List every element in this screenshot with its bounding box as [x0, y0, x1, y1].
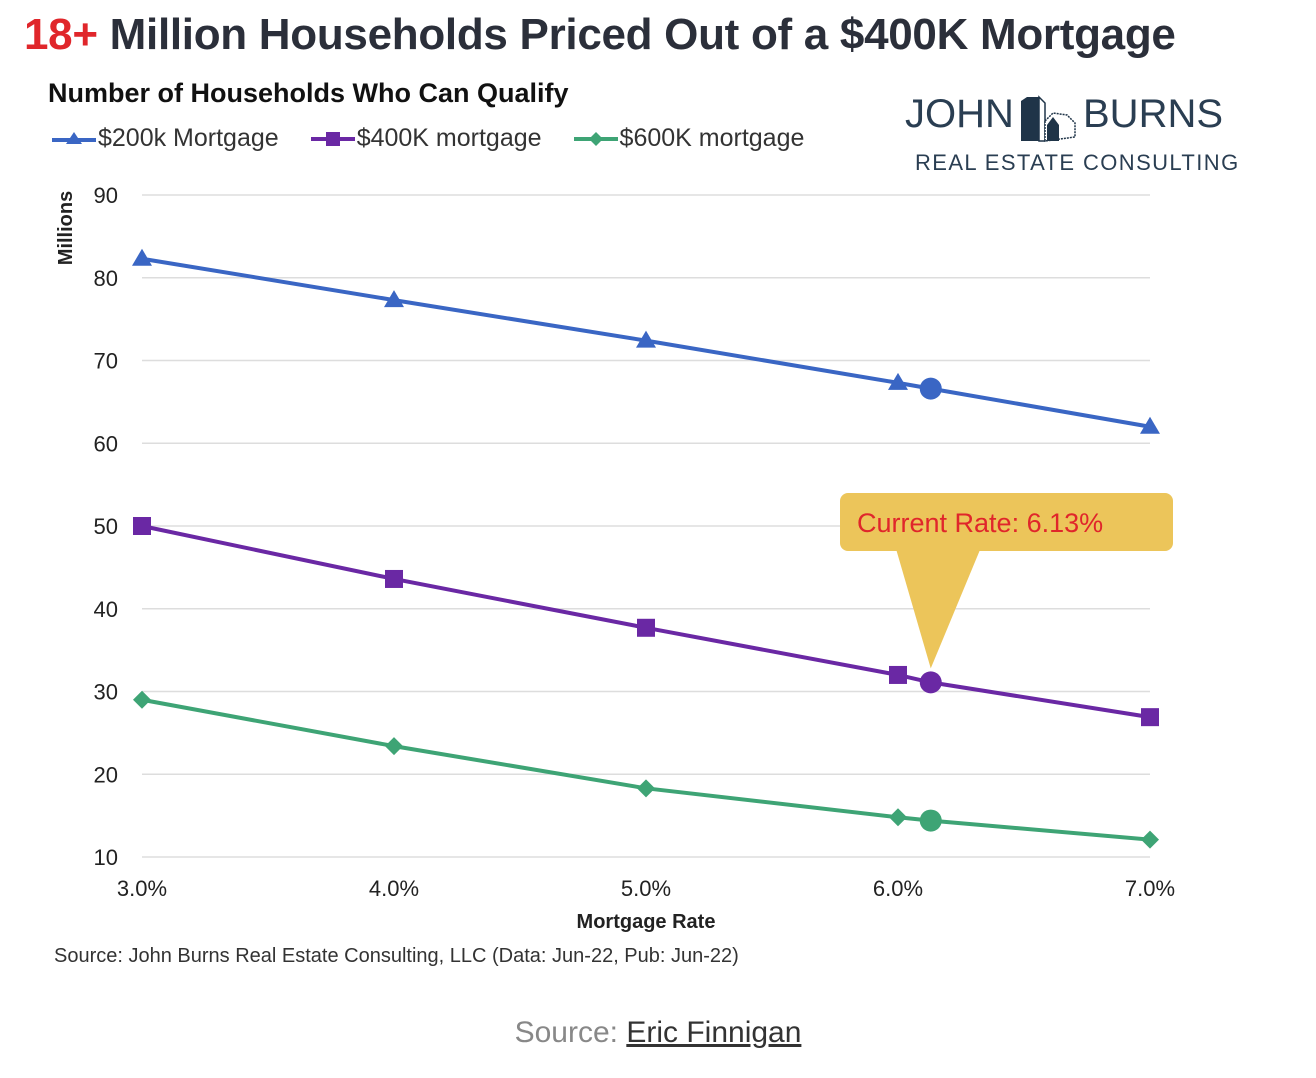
legend-label: $600K mortgage — [619, 124, 805, 152]
legend-item-600k: $600K mortgage — [573, 124, 805, 153]
callout-pointer — [895, 548, 981, 669]
legend-item-200k: $200k Mortgage — [52, 124, 279, 153]
data-point-triangle — [636, 330, 656, 348]
x-tick-label: 6.0% — [873, 876, 923, 901]
data-point-diamond — [637, 779, 655, 798]
data-point-square — [133, 517, 151, 535]
data-point-diamond — [133, 690, 151, 709]
company-logo: JOHN BURNS REAL ESTATE CONSULTING — [905, 92, 1238, 184]
chart-legend: $200k Mortgage $400K mortgage $600K mort… — [52, 124, 804, 153]
chart-headline: 18+ Million Households Priced Out of a $… — [24, 10, 1176, 60]
x-tick-label: 4.0% — [369, 876, 419, 901]
chart-subtitle: Number of Households Who Can Qualify — [48, 78, 569, 108]
x-tick-label: 7.0% — [1125, 876, 1175, 901]
callout-label: Current Rate: 6.13% — [857, 508, 1103, 538]
y-tick-label: 60 — [94, 431, 118, 456]
square-marker-icon — [310, 131, 355, 146]
legend-label: $400K mortgage — [356, 124, 542, 152]
data-point-triangle — [1140, 416, 1160, 434]
y-tick-label: 70 — [94, 349, 118, 374]
series-diamond — [133, 690, 1159, 849]
triangle-marker-icon — [52, 131, 96, 144]
callout-box — [840, 493, 1173, 551]
headline-text: Million Households Priced Out of a $400K… — [97, 10, 1176, 59]
data-point-triangle — [132, 248, 152, 266]
y-tick-label: 20 — [94, 762, 118, 787]
y-tick-label: 80 — [94, 266, 118, 291]
diamond-marker-icon — [573, 131, 618, 146]
y-axis-ticks: 10 20 30 40 50 60 70 80 90 — [94, 183, 118, 870]
series-square — [133, 517, 1159, 727]
legend-label: $200k Mortgage — [98, 124, 279, 152]
x-axis-title: Mortgage Rate — [577, 911, 716, 933]
logo-tagline: REAL ESTATE CONSULTING — [915, 150, 1240, 175]
current-rate-callout: Current Rate: 6.13% — [840, 493, 1173, 669]
current-rate-point — [919, 377, 942, 400]
data-point-square — [385, 569, 403, 588]
logo-text-john: JOHN — [905, 92, 1014, 136]
y-tick-label: 90 — [94, 183, 118, 208]
y-axis-title: Millions — [55, 191, 77, 265]
x-axis-ticks: 3.0% 4.0% 5.0% 6.0% 7.0% — [117, 876, 1175, 901]
data-point-triangle — [888, 372, 908, 390]
y-tick-label: 50 — [94, 514, 118, 539]
series-line — [141, 524, 1151, 720]
series-triangle — [132, 248, 1160, 434]
headline-accent: 18+ — [24, 10, 98, 59]
house-buildings-icon — [1021, 95, 1076, 142]
y-tick-label: 10 — [94, 845, 118, 870]
y-tick-label: 30 — [94, 680, 118, 705]
credit-prefix: Source: — [514, 1016, 627, 1049]
x-tick-label: 3.0% — [117, 876, 167, 901]
credit-link[interactable]: Eric Finnigan — [626, 1016, 802, 1049]
data-point-diamond — [1141, 830, 1159, 849]
current-rate-point — [919, 671, 942, 694]
series-line — [141, 256, 1151, 429]
data-point-square — [1141, 708, 1159, 727]
x-tick-label: 5.0% — [621, 876, 671, 901]
series-line — [141, 697, 1151, 842]
logo-text-burns: BURNS — [1083, 92, 1224, 136]
gridlines — [142, 194, 1150, 858]
series-group — [132, 248, 1160, 849]
data-point-square — [637, 618, 655, 637]
data-point-diamond — [385, 737, 403, 756]
y-tick-label: 40 — [94, 597, 118, 622]
data-point-triangle — [384, 290, 404, 308]
source-note: Source: John Burns Real Estate Consultin… — [54, 945, 739, 967]
data-point-square — [889, 665, 907, 684]
image-credit: Source: Eric Finnigan — [0, 1016, 1316, 1050]
current-rate-point — [919, 809, 942, 832]
data-point-diamond — [889, 808, 907, 827]
legend-item-400k: $400K mortgage — [310, 124, 542, 153]
